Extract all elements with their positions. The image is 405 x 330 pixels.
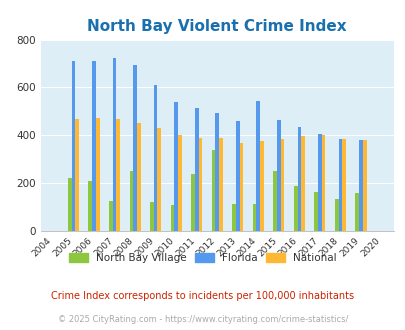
Bar bbox=[129, 171, 133, 231]
Bar bbox=[260, 141, 263, 231]
Bar bbox=[252, 204, 256, 231]
Legend: North Bay Village, Florida, National: North Bay Village, Florida, National bbox=[65, 249, 340, 267]
Text: Crime Index corresponds to incidents per 100,000 inhabitants: Crime Index corresponds to incidents per… bbox=[51, 291, 354, 301]
Bar bbox=[150, 202, 153, 231]
Bar bbox=[301, 136, 304, 231]
Bar bbox=[317, 134, 321, 231]
Bar bbox=[276, 120, 280, 231]
Bar bbox=[239, 143, 243, 231]
Bar bbox=[313, 191, 317, 231]
Bar bbox=[170, 205, 174, 231]
Bar bbox=[341, 139, 345, 231]
Bar bbox=[68, 178, 71, 231]
Bar bbox=[71, 61, 75, 231]
Bar bbox=[219, 138, 222, 231]
Title: North Bay Violent Crime Index: North Bay Violent Crime Index bbox=[87, 19, 346, 34]
Bar bbox=[362, 140, 366, 231]
Bar bbox=[75, 119, 79, 231]
Bar bbox=[211, 150, 215, 231]
Bar bbox=[358, 140, 362, 231]
Bar bbox=[136, 123, 140, 231]
Bar bbox=[297, 127, 301, 231]
Bar bbox=[321, 135, 325, 231]
Bar bbox=[194, 108, 198, 231]
Bar bbox=[96, 117, 99, 231]
Bar bbox=[334, 199, 338, 231]
Bar bbox=[113, 58, 116, 231]
Bar bbox=[174, 102, 177, 231]
Bar bbox=[191, 174, 194, 231]
Bar bbox=[232, 204, 235, 231]
Text: © 2025 CityRating.com - https://www.cityrating.com/crime-statistics/: © 2025 CityRating.com - https://www.city… bbox=[58, 315, 347, 324]
Bar bbox=[293, 185, 297, 231]
Bar bbox=[88, 181, 92, 231]
Bar bbox=[92, 61, 96, 231]
Bar bbox=[215, 113, 219, 231]
Bar bbox=[133, 65, 136, 231]
Bar bbox=[157, 128, 161, 231]
Bar bbox=[280, 139, 283, 231]
Bar bbox=[109, 201, 113, 231]
Bar bbox=[177, 135, 181, 231]
Bar bbox=[153, 84, 157, 231]
Bar bbox=[273, 171, 276, 231]
Bar bbox=[116, 119, 120, 231]
Bar bbox=[354, 193, 358, 231]
Bar bbox=[235, 121, 239, 231]
Bar bbox=[256, 101, 260, 231]
Bar bbox=[338, 139, 341, 231]
Bar bbox=[198, 138, 202, 231]
